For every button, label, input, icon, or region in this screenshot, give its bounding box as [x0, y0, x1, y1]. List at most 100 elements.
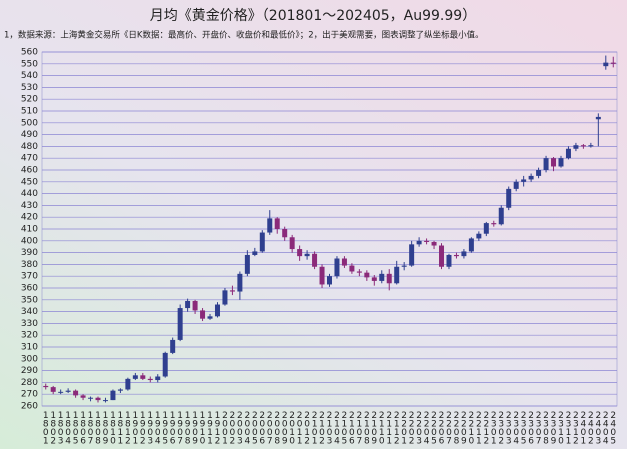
x-tick-label: 2004: [242, 411, 252, 445]
x-tick-label: 2303: [504, 411, 514, 445]
candle-body: [132, 375, 138, 379]
candle-body: [73, 390, 79, 396]
candle-body: [603, 62, 609, 67]
candle-body: [364, 272, 370, 278]
y-tick-label: 310: [21, 343, 38, 353]
y-tick-label: 280: [21, 378, 38, 388]
candle-body: [185, 300, 191, 309]
y-tick-label: 440: [21, 189, 38, 199]
candle-body: [521, 179, 527, 182]
y-tick-label: 490: [21, 130, 38, 140]
candle-body: [468, 238, 474, 252]
candle-body: [327, 276, 332, 285]
candle-body: [349, 265, 355, 272]
x-tick-label: 1906: [168, 411, 178, 445]
candle-body: [356, 271, 362, 273]
x-tick-label: 2104: [332, 411, 342, 445]
x-tick-label: 1806: [78, 411, 88, 445]
candle-body: [543, 158, 549, 170]
x-tick-label: 2009: [280, 411, 290, 445]
x-tick-label: 2307: [534, 411, 544, 445]
y-tick-label: 320: [21, 331, 38, 341]
candle-body: [304, 253, 310, 257]
candle-body: [155, 376, 161, 381]
x-tick-label: 2304: [511, 411, 521, 445]
candle-body: [409, 244, 415, 266]
candle-body: [536, 170, 542, 176]
x-tick-label: 2403: [593, 411, 603, 445]
x-tick-label: 1805: [71, 411, 81, 445]
x-tick-label: 2210: [466, 411, 476, 445]
x-tick-label: 2110: [377, 411, 387, 445]
x-tick-label: 2101: [310, 411, 320, 445]
x-tick-label: 2107: [354, 411, 364, 445]
candle-body: [573, 145, 579, 149]
x-tick-label: 2109: [369, 411, 379, 445]
candle-body: [110, 390, 116, 401]
x-tick-label: 1901: [130, 411, 140, 445]
candle-body: [431, 241, 437, 246]
x-tick-label: 2401: [578, 411, 588, 445]
candle-body: [170, 339, 176, 353]
x-tick-label: 2212: [481, 411, 491, 445]
x-tick-label: 1812: [123, 411, 133, 445]
x-tick-label: 1811: [115, 411, 125, 445]
candle-body: [289, 237, 295, 250]
candle-body: [551, 158, 557, 167]
y-tick-label: 470: [21, 154, 38, 164]
x-tick-label: 2111: [384, 411, 394, 445]
x-tick-label: 2209: [459, 411, 469, 445]
x-tick-label: 2012: [302, 411, 312, 445]
x-tick-label: 2201: [399, 411, 409, 445]
y-tick-label: 400: [21, 236, 38, 246]
x-tick-label: 2211: [474, 411, 484, 445]
x-tick-label: 2010: [287, 411, 297, 445]
y-tick-label: 330: [21, 319, 38, 329]
x-tick-label: 2008: [272, 411, 282, 445]
x-tick-label: 1807: [86, 411, 96, 445]
x-tick-label: 2310: [556, 411, 566, 445]
candle-body: [453, 254, 459, 257]
candle-body: [476, 233, 482, 239]
x-tick-label: 2106: [347, 411, 357, 445]
x-tick-label: 2404: [601, 411, 611, 445]
candle-body: [177, 308, 183, 340]
y-tick-label: 340: [21, 307, 38, 317]
candle-body: [461, 251, 467, 257]
x-tick-label: 2402: [586, 411, 596, 445]
x-tick-label: 2105: [339, 411, 349, 445]
x-tick-label: 1909: [190, 411, 200, 445]
candle-body: [513, 181, 519, 189]
y-tick-label: 270: [21, 390, 38, 400]
candle-body: [214, 304, 220, 317]
y-tick-label: 360: [21, 284, 38, 294]
candle-body: [58, 391, 64, 393]
candle-body: [102, 400, 108, 402]
x-tick-label: 1809: [100, 411, 110, 445]
candle-body: [498, 207, 504, 225]
candle-body: [140, 375, 146, 379]
x-tick-label: 1911: [205, 411, 215, 445]
y-tick-label: 300: [21, 354, 38, 364]
candle-body: [483, 223, 489, 234]
x-tick-label: 2306: [526, 411, 536, 445]
candle-body: [424, 240, 430, 242]
x-tick-label: 1904: [153, 411, 163, 445]
candle-body: [334, 258, 340, 277]
candle-body: [386, 273, 392, 284]
y-tick-label: 290: [21, 366, 38, 376]
candle-body: [267, 218, 273, 233]
x-tick-label: 1803: [56, 411, 66, 445]
candle-body: [446, 254, 452, 267]
candle-body: [416, 240, 422, 245]
candle-body: [80, 395, 86, 398]
chart-subtitle: 1，数据来源：上海黄金交易所《日K数据：最高价、开盘价、收盘价和最低价》；2，出…: [4, 30, 484, 41]
x-tick-label: 2003: [235, 411, 245, 445]
candle-body: [319, 266, 325, 285]
candle-body: [371, 277, 377, 281]
y-tick-label: 350: [21, 295, 38, 305]
x-tick-label: 2103: [325, 411, 335, 445]
candle-body: [125, 378, 131, 390]
chart-title: 月均《黄金价格》（201801～202405，Au99.99）: [150, 7, 476, 24]
